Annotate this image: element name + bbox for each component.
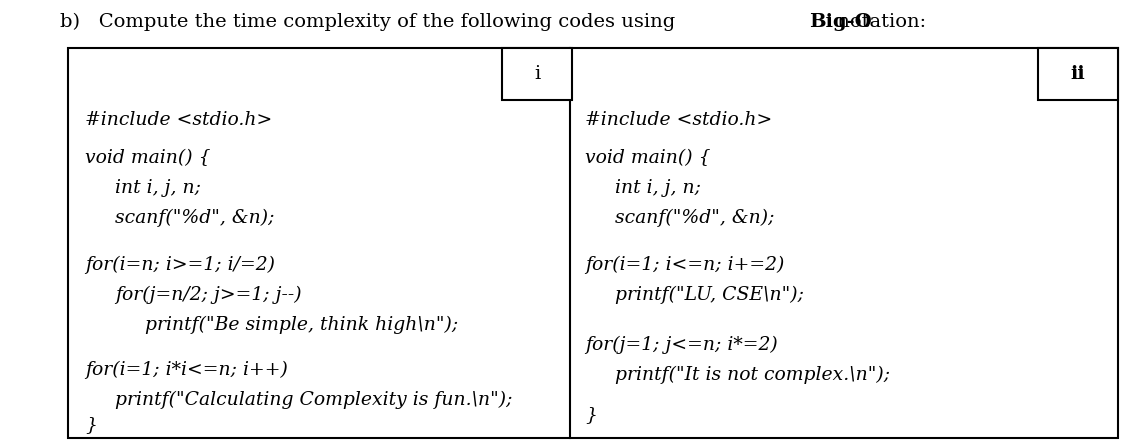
Text: for(i=n; i>=1; i/=2): for(i=n; i>=1; i/=2) [85, 256, 275, 274]
Text: scanf("%d", &n);: scanf("%d", &n); [615, 209, 774, 227]
Text: #include <stdio.h>: #include <stdio.h> [585, 111, 772, 129]
Text: printf("Calculating Complexity is fun.\n");: printf("Calculating Complexity is fun.\n… [115, 391, 513, 409]
Text: #include <stdio.h>: #include <stdio.h> [85, 111, 272, 129]
Text: i: i [534, 65, 540, 83]
Text: void main() {: void main() { [585, 149, 710, 167]
Text: b)   Compute the time complexity of the following codes using: b) Compute the time complexity of the fo… [60, 13, 682, 31]
Bar [1038, 48, 1118, 100]
Text: for(j=n/2; j>=1; j--): for(j=n/2; j>=1; j--) [115, 286, 301, 304]
Text: int i, j, n;: int i, j, n; [115, 179, 201, 197]
Text: for(i=1; i*i<=n; i++): for(i=1; i*i<=n; i++) [85, 361, 288, 379]
Text: printf("It is not complex.\n");: printf("It is not complex.\n"); [615, 366, 890, 384]
Text: }: } [585, 406, 597, 424]
Text: Big-O: Big-O [809, 13, 872, 31]
Bar [68, 48, 1118, 438]
Text: for(j=1; j<=n; i*=2): for(j=1; j<=n; i*=2) [585, 336, 778, 354]
Bar [502, 48, 572, 100]
Text: for(i=1; i<=n; i+=2): for(i=1; i<=n; i+=2) [585, 256, 785, 274]
Text: printf("Be simple, think high\n");: printf("Be simple, think high\n"); [145, 316, 458, 334]
Text: }: } [85, 416, 97, 434]
Text: ii: ii [1070, 65, 1085, 83]
Text: notation:: notation: [831, 13, 926, 31]
Text: scanf("%d", &n);: scanf("%d", &n); [115, 209, 274, 227]
Text: void main() {: void main() { [85, 149, 210, 167]
Text: printf("LU, CSE\n");: printf("LU, CSE\n"); [615, 286, 804, 304]
Text: int i, j, n;: int i, j, n; [615, 179, 701, 197]
